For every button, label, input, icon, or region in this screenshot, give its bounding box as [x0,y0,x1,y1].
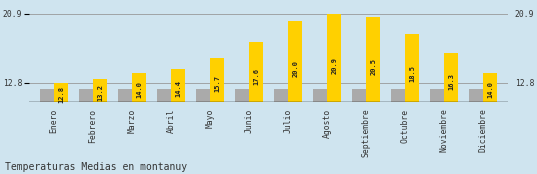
Bar [157,89,171,102]
Bar [79,89,92,102]
Text: 20.0: 20.0 [292,60,298,77]
Text: 18.5: 18.5 [409,65,415,82]
Bar [196,89,209,102]
Text: 15.7: 15.7 [214,75,220,92]
Bar [328,14,341,102]
Bar [171,69,185,102]
Text: 16.3: 16.3 [448,73,454,90]
Bar [93,79,107,102]
Bar [235,89,249,102]
Bar [288,22,302,102]
Bar [405,34,419,102]
Bar [366,17,380,102]
Text: 17.6: 17.6 [253,68,259,85]
Text: Temperaturas Medias en montanuy: Temperaturas Medias en montanuy [5,162,187,172]
Bar [313,89,326,102]
Bar [469,89,483,102]
Bar [352,89,366,102]
Bar [391,89,405,102]
Bar [430,89,444,102]
Bar [274,89,288,102]
Bar [132,73,146,102]
Bar [118,89,132,102]
Text: 12.8: 12.8 [58,86,64,103]
Text: 14.0: 14.0 [136,81,142,98]
Text: 20.5: 20.5 [371,58,376,75]
Bar [211,58,224,102]
Text: 14.0: 14.0 [488,81,494,98]
Bar [54,83,68,102]
Bar [445,53,458,102]
Text: 13.2: 13.2 [97,84,103,101]
Bar [40,89,54,102]
Text: 14.4: 14.4 [175,80,181,97]
Bar [483,73,497,102]
Bar [249,42,263,102]
Text: 20.9: 20.9 [331,57,337,74]
